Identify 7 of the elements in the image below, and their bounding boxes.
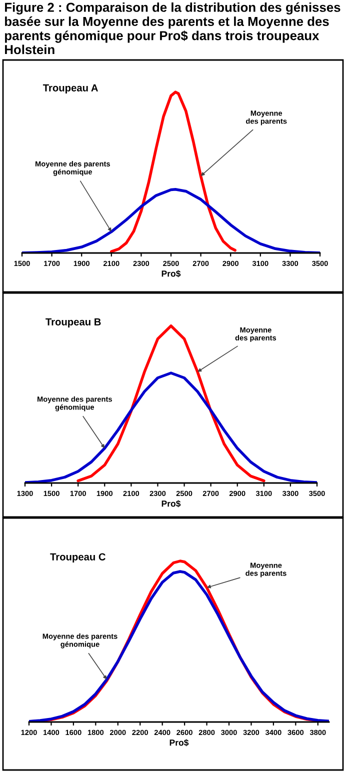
- x-axis-title: Pro$: [162, 500, 181, 508]
- caption: Figure 2 : Comparaison de la distribution des génisses basée sur la Moyenne des parents et la Moyenne des parents génomique pour Pro$ dans trois troupeaux Holstein: [5, 2, 340, 54]
- chart-title: Troupeau B: [46, 318, 101, 328]
- x-axis-title: Pro$: [170, 739, 189, 746]
- chart-title: Troupeau A: [42, 84, 98, 94]
- chart-title: Troupeau C: [50, 553, 106, 562]
- x-axis-title: Pro$: [162, 270, 181, 278]
